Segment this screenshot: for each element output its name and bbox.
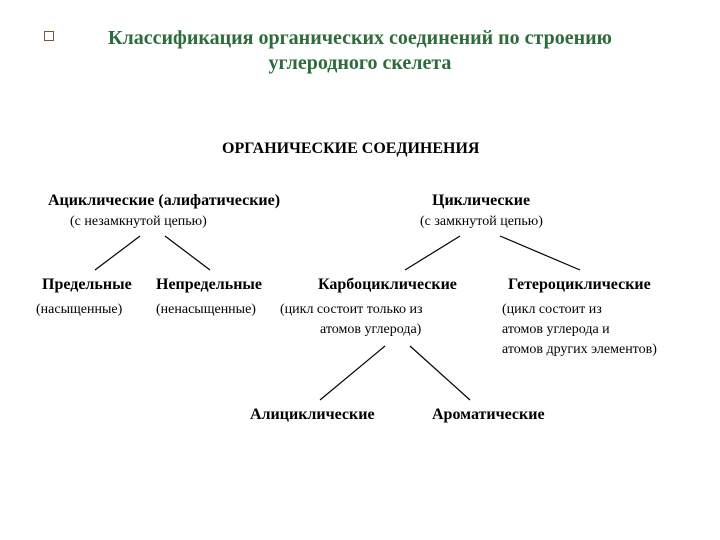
node-heterocyclic: Гетероциклические [508,276,651,294]
connector-lines [0,0,720,540]
node-carbocyclic-sub1: (цикл состоит только из [280,302,423,318]
node-saturated: Предельные [42,276,132,294]
title-bullet [44,31,54,41]
node-alicyclic: Алициклические [250,406,375,424]
node-unsaturated-sub: (ненасыщенные) [156,302,256,318]
node-unsaturated: Непредельные [156,276,262,294]
node-heterocyclic-sub2: атомов углерода и [502,322,610,338]
node-heterocyclic-sub3: атомов других элементов) [502,342,657,358]
node-carbocyclic-sub2: атомов углерода) [320,322,421,338]
page-title: Классификация органических соединений по… [60,26,660,76]
node-acyclic-sub: (с незамкнутой цепью) [70,214,207,230]
node-aromatic: Ароматические [432,406,545,424]
node-saturated-sub: (насыщенные) [36,302,122,318]
title-line1: Классификация органических соединений по… [108,27,612,49]
node-heterocyclic-sub1: (цикл состоит из [502,302,602,318]
node-acyclic: Ациклические (алифатические) [48,192,280,210]
title-line2: углеродного скелета [269,52,452,74]
node-cyclic: Циклические [432,192,530,210]
node-carbocyclic: Карбоциклические [318,276,457,294]
root-node: ОРГАНИЧЕСКИЕ СОЕДИНЕНИЯ [222,140,479,158]
node-cyclic-sub: (с замкнутой цепью) [420,214,543,230]
